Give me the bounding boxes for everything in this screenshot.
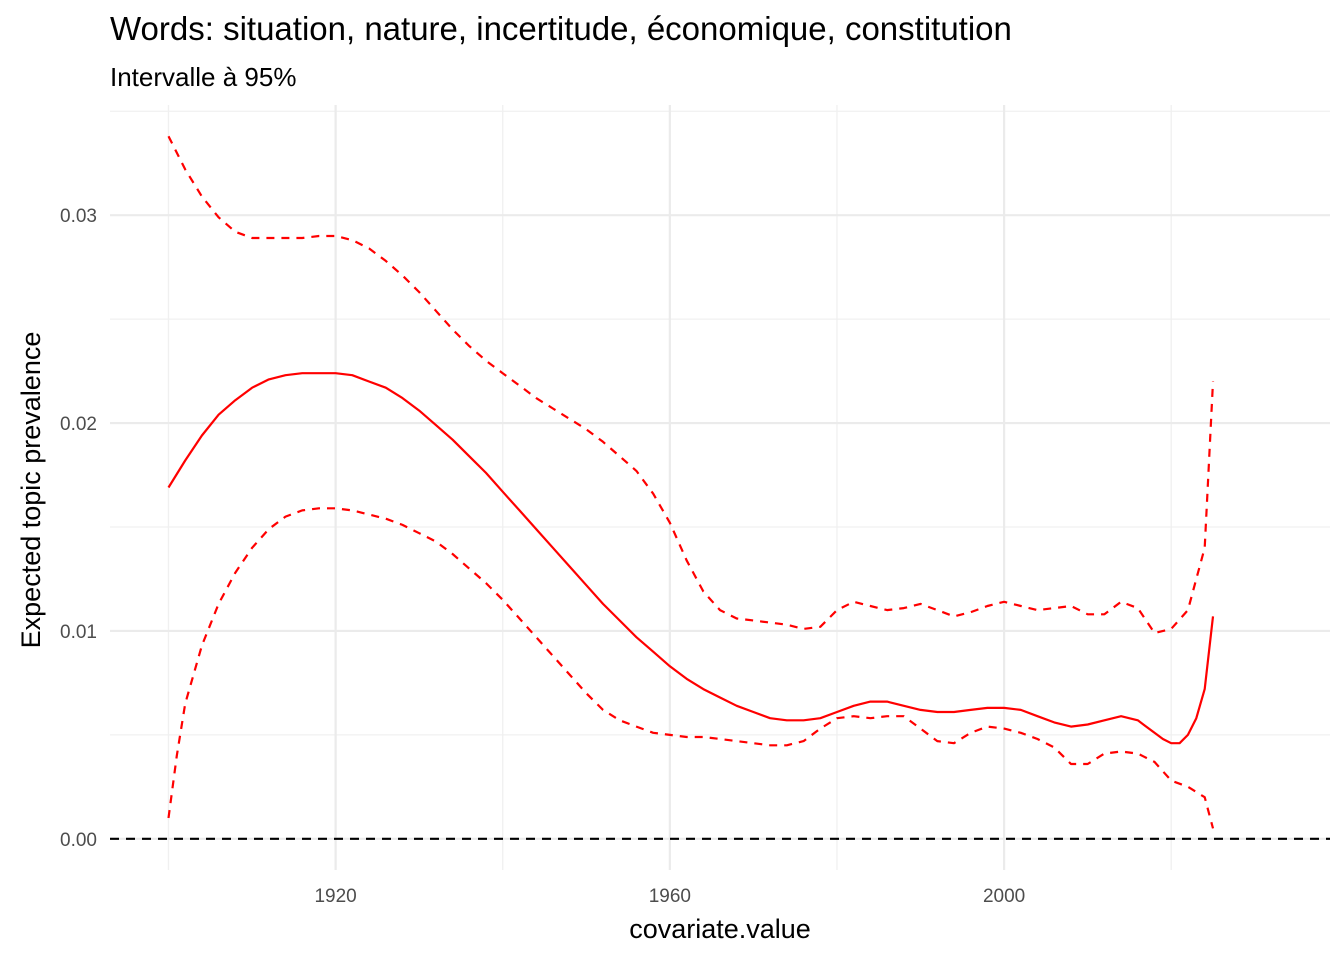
series-line-upper-95: [167, 135, 1215, 635]
y-tick-label: 0.02: [60, 414, 97, 435]
chart-title: Words: situation, nature, incertitude, é…: [110, 10, 1012, 47]
chart-subtitle: Intervalle à 95%: [110, 62, 296, 92]
tick-labels: 1920 1960 2000 0.00 0.01 0.02 0.03: [60, 206, 1025, 907]
y-axis-label: Expected topic prevalence: [16, 332, 46, 649]
y-tick-label: 0.03: [60, 206, 97, 227]
y-tick-label: 0.01: [60, 622, 97, 643]
series-layer: [110, 135, 1330, 840]
series-line-lower-95: [167, 507, 1215, 829]
series-line-estimate: [167, 372, 1215, 745]
y-tick-label: 0.00: [60, 830, 97, 851]
minor-gridlines: [110, 105, 1330, 870]
major-gridlines: [110, 105, 1330, 870]
x-tick-label: 1960: [649, 886, 691, 907]
x-axis-label: covariate.value: [629, 914, 811, 944]
x-tick-label: 2000: [983, 886, 1025, 907]
x-tick-label: 1920: [314, 886, 356, 907]
